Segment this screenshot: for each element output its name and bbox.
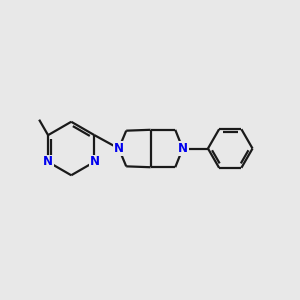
Text: N: N (114, 142, 124, 155)
Text: N: N (89, 155, 99, 168)
Text: N: N (43, 155, 53, 168)
Text: N: N (178, 142, 188, 155)
